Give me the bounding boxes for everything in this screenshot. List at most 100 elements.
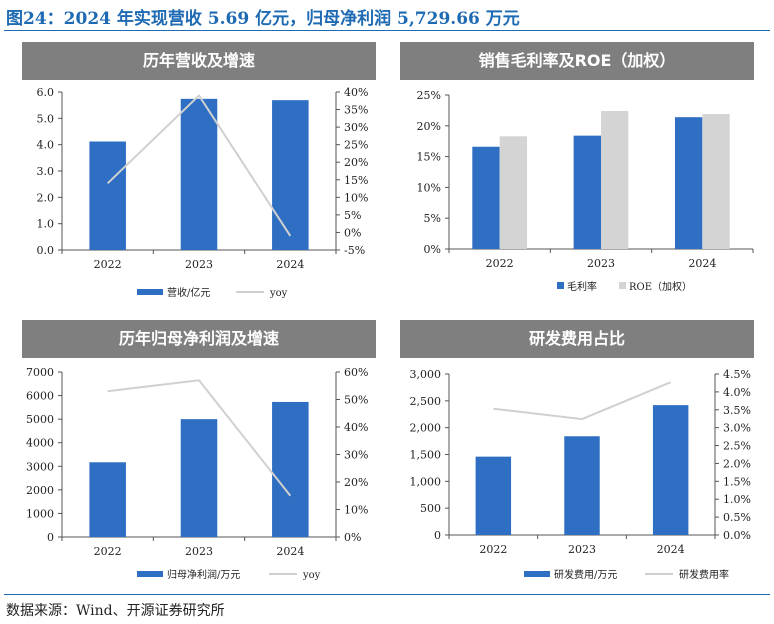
y-tick-label-left: 2000 [26,484,54,497]
y-tick-label-left: 1,500 [410,449,442,462]
legend-swatch-bar [137,571,163,577]
chart-title-net-profit: 历年归母净利润及增速 [22,320,376,358]
y-tick-label-left: 5% [424,212,441,225]
y-tick-label-right: 0% [344,226,361,239]
legend-label-bar: 营收/亿元 [167,286,210,299]
y-tick-label-left: 1000 [26,507,54,520]
y-tick-label-right: 1.0% [723,493,751,506]
x-tick-label: 2022 [479,543,507,556]
y-tick-label-right: 20% [344,476,368,489]
y-tick-label-right: 0.0% [723,529,751,542]
source-note: 数据来源：Wind、开源证券研究所 [6,603,225,619]
bar [272,100,309,250]
x-tick-label: 2023 [587,257,615,270]
bar [180,98,218,250]
chart-title-revenue: 历年营收及增速 [22,42,376,80]
y-tick-label-left: 0% [424,243,441,256]
y-tick-label-left: 3,000 [410,368,442,381]
legend-label-roe: ROE（加权） [629,280,692,293]
legend-label-gross-margin: 毛利率 [567,280,597,293]
bar [89,462,126,537]
y-tick-label-left: 0 [434,529,441,542]
y-tick-label-right: 10% [344,504,368,517]
y-tick-label-left: 0.0 [37,244,55,257]
y-tick-label-left: 10% [417,181,441,194]
y-tick-label-right: 20% [344,156,368,169]
y-tick-label-left: 3000 [26,460,54,473]
x-tick-label: 2023 [568,543,596,556]
bar-gross-margin [472,146,500,249]
y-tick-label-left: 6.0 [37,86,55,99]
x-tick-label: 2024 [276,545,304,558]
bar [564,436,600,535]
series-line [493,381,672,421]
source-rule [4,594,770,595]
y-tick-label-left: 1.0 [37,218,55,231]
legend-swatch-gross-margin [557,282,564,289]
bar-roe [499,136,528,249]
y-tick-label-right: 50% [344,394,368,407]
x-tick-label: 2023 [185,545,213,558]
y-tick-label-right: 25% [344,139,368,152]
legend-label-bar: 研发费用/万元 [554,568,617,581]
legend-swatch-roe [619,282,626,289]
y-tick-label-right: 2.5% [723,440,751,453]
y-tick-label-right: 0% [344,531,361,544]
series-line [107,379,292,497]
bar [89,141,126,250]
y-tick-label-left: 500 [420,502,441,515]
legend-label-line: yoy [269,288,288,299]
chart-margin-roe: 0% 5% 10% 15% 20% 25% 2022 2023 2024 毛利率 ROE（加权） [417,89,754,293]
y-tick-label-left: 2,500 [410,395,442,408]
x-tick-label: 2022 [94,545,122,558]
y-tick-label-left: 2.0 [37,191,55,204]
y-tick-label-right: 1.5% [723,475,751,488]
y-tick-label-right: 60% [344,366,368,379]
series-line [106,93,292,237]
legend-swatch-bar [524,571,550,577]
y-tick-label-right: 2.0% [723,457,751,470]
y-tick-label-left: 20% [417,120,441,133]
x-tick-label: 2024 [276,258,304,271]
bar [475,456,512,535]
y-tick-label-left: 7000 [26,366,54,379]
y-tick-label-right: 0.5% [723,511,751,524]
y-tick-label-right: 3.5% [723,404,751,417]
y-tick-label-right: 3.0% [723,422,751,435]
chart-title-rd: 研发费用占比 [400,320,754,358]
y-tick-label-left: 1,000 [410,475,442,488]
y-tick-label-left: 5.0 [37,112,55,125]
y-tick-label-right: 40% [344,86,368,99]
x-tick-label: 2023 [185,258,213,271]
y-tick-label-left: 6000 [26,390,54,403]
bar-roe [702,114,730,249]
y-tick-label-right: 4.0% [723,386,751,399]
bar-gross-margin [573,135,601,249]
y-tick-label-right: 30% [344,121,368,134]
y-tick-label-left: 4000 [26,437,54,450]
legend-swatch-bar [137,289,163,295]
y-tick-label-right: 30% [344,449,368,462]
x-tick-label: 2024 [688,257,716,270]
y-tick-label-left: 4.0 [37,139,55,152]
bar [272,401,309,537]
legend-label-line: 研发费用率 [679,568,729,581]
y-tick-label-left: 25% [417,89,441,102]
y-tick-label-left: 5000 [26,413,54,426]
chart-net-profit: 0 1000 2000 3000 4000 5000 6000 7000 0% 10% 20% 30%… [26,366,368,581]
y-tick-label-left: 0 [47,531,54,544]
figure-title: 图24：2024 年实现营收 5.69 亿元，归母净利润 5,729.66 万元 [6,9,520,29]
y-tick-label-left: 15% [417,151,441,164]
chart-revenue: 0.0 1.0 2.0 3.0 4.0 5.0 6.0 -5% 0% 5% 10% 15% 20% 25%… [37,86,369,299]
bar [652,405,689,535]
y-tick-label-right: 15% [344,174,368,187]
legend-label-bar: 归母净利润/万元 [167,568,240,581]
y-tick-label-left: 2,000 [410,422,442,435]
y-tick-label-right: -5% [344,244,365,257]
y-tick-label-right: 40% [344,421,368,434]
x-tick-label: 2022 [94,258,122,271]
chart-title-margin-roe: 销售毛利率及ROE（加权） [400,42,754,80]
y-tick-label-right: 5% [344,209,361,222]
bar-roe [601,111,629,250]
y-tick-label-right: 35% [344,104,368,117]
